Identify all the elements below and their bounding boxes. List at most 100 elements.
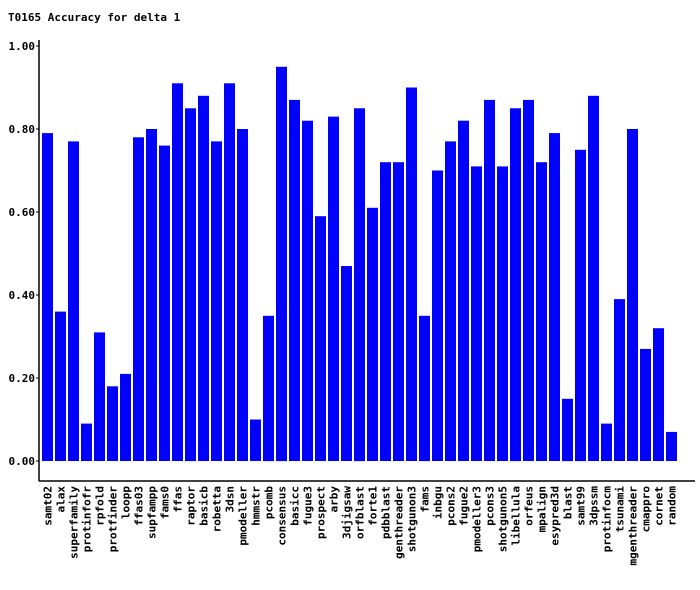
x-tick-label-pmodeller: pmodeller: [237, 486, 250, 546]
bar-samt02: [42, 133, 53, 461]
chart-title: T0165 Accuracy for delta 1: [8, 11, 181, 24]
bar-shotgunon5: [497, 166, 508, 461]
x-tick-label-3dsn: 3dsn: [224, 486, 237, 513]
x-tick-label-alax: alax: [55, 486, 68, 513]
bar-3dsn: [224, 83, 235, 462]
bars-group: [42, 66, 677, 462]
x-tick-label-fams: fams: [419, 486, 432, 513]
bar-random: [666, 431, 677, 461]
bar-robetta: [211, 141, 222, 461]
bar-blast: [562, 398, 573, 462]
x-tick-label-samt99: samt99: [575, 486, 588, 526]
x-tick-label-forte1: forte1: [367, 486, 380, 526]
x-tick-label-rpfold: rpfold: [94, 486, 107, 526]
x-tick-label-fugue2: fugue2: [458, 486, 471, 526]
x-tick-label-esypred3d: esypred3d: [549, 486, 562, 546]
y-tick-label: 1.00: [9, 40, 36, 53]
bar-basicc: [289, 99, 300, 462]
bar-ffas03: [133, 137, 144, 462]
x-tick-label-ffas: ffas: [172, 486, 185, 513]
x-tick-label-fams0: fams0: [159, 486, 172, 519]
x-tick-label-raptor: raptor: [185, 486, 198, 526]
bar-samt99: [575, 149, 586, 462]
bar-arby: [328, 116, 339, 461]
x-tick-label-3dpssm: 3dpssm: [588, 486, 601, 526]
bar-superfamily: [68, 141, 79, 461]
bar-genthreader: [393, 162, 404, 461]
bar-inbgu: [432, 170, 443, 461]
x-tick-label-basicc: basicc: [289, 486, 302, 526]
bar-orfblast: [354, 108, 365, 462]
x-tick-label-3djigsaw: 3djigsaw: [341, 486, 354, 539]
y-tick-label: 0.20: [9, 372, 36, 385]
x-tick-label-protinfocm: protinfocm: [601, 486, 614, 553]
x-tick-label-pdbblast: pdbblast: [380, 486, 393, 539]
x-tick-label-tsunami: tsunami: [614, 486, 627, 533]
x-tick-label-arby: arby: [328, 486, 341, 513]
x-tick-label-pcons3: pcons3: [484, 486, 497, 526]
x-tick-label-mpalign: mpalign: [536, 486, 549, 532]
x-tick-label-hmmstr: hmmstr: [250, 486, 263, 526]
bar-mpalign: [536, 162, 547, 461]
bar-loopp: [120, 373, 131, 461]
x-tick-label-fugue3: fugue3: [302, 486, 315, 526]
x-tick-label-blast: blast: [562, 486, 575, 519]
x-tick-label-cornet: cornet: [653, 486, 666, 526]
bar-pcomb: [263, 315, 274, 462]
y-tick-label: 0.00: [9, 455, 36, 468]
bar-shotgunon3: [406, 87, 417, 461]
bar-basicb: [198, 95, 209, 462]
bar-cmappro: [640, 348, 651, 461]
x-tick-label-libellula: libellula: [510, 486, 523, 546]
x-axis-labels: samt02 alax superfamily protinfofr rpfold pro…: [42, 486, 679, 566]
y-tick-label: 0.40: [9, 289, 36, 302]
x-tick-label-pcomb: pcomb: [263, 486, 276, 519]
bar-protinfocm: [601, 423, 612, 461]
bar-pdbblast: [380, 162, 391, 461]
bar-supfampp: [146, 129, 157, 461]
bar-prospect: [315, 216, 326, 461]
bar-consensus: [276, 66, 287, 462]
x-tick-label-robetta: robetta: [211, 486, 224, 532]
x-tick-label-shotgunon5: shotgunon5: [497, 486, 510, 552]
y-axis-ticks: 0.00 0.20 0.40 0.60 0.80 1.00: [9, 40, 39, 468]
bar-pmodeller: [237, 129, 248, 461]
bar-protinfofr: [81, 423, 92, 461]
x-tick-label-consensus: consensus: [276, 486, 289, 546]
bar-tsunami: [614, 299, 625, 461]
x-tick-label-protfinder: protfinder: [107, 486, 120, 553]
x-tick-label-pcons2: pcons2: [445, 486, 458, 526]
bar-pcons2: [445, 141, 456, 461]
bar-orfeus: [523, 99, 534, 462]
x-tick-label-basicb: basicb: [198, 486, 211, 526]
x-tick-label-prospect: prospect: [315, 486, 328, 539]
bar-hmmstr: [250, 419, 261, 461]
bar-3djigsaw: [341, 266, 352, 461]
bar-raptor: [185, 108, 196, 462]
x-tick-label-ffas03: ffas03: [133, 486, 146, 526]
bar-fugue3: [302, 120, 313, 461]
x-tick-label-orfblast: orfblast: [354, 486, 367, 539]
x-tick-label-samt02: samt02: [42, 486, 55, 526]
y-tick-label: 0.80: [9, 123, 36, 136]
x-tick-label-orfeus: orfeus: [523, 486, 536, 526]
x-tick-label-mgenthreader: mgenthreader: [627, 486, 640, 566]
bar-libellula: [510, 108, 521, 462]
bar-mgenthreader: [627, 129, 638, 461]
bar-3dpssm: [588, 95, 599, 462]
y-tick-label: 0.60: [9, 206, 36, 219]
x-tick-label-inbgu: inbgu: [432, 486, 445, 519]
x-tick-label-random: random: [666, 486, 679, 526]
bar-forte1: [367, 207, 378, 461]
x-tick-label-shotgunon3: shotgunon3: [406, 486, 419, 552]
x-tick-label-genthreader: genthreader: [393, 486, 406, 559]
x-tick-label-cmappro: cmappro: [640, 486, 653, 533]
x-tick-label-protinfofr: protinfofr: [81, 486, 94, 553]
x-tick-label-superfamily: superfamily: [68, 486, 81, 559]
x-tick-label-pmodeller3: pmodeller3: [471, 486, 484, 552]
bar-pcons3: [484, 99, 495, 462]
x-tick-label-loopp: loopp: [120, 486, 133, 519]
bar-fams: [419, 315, 430, 462]
bar-cornet: [653, 328, 664, 461]
